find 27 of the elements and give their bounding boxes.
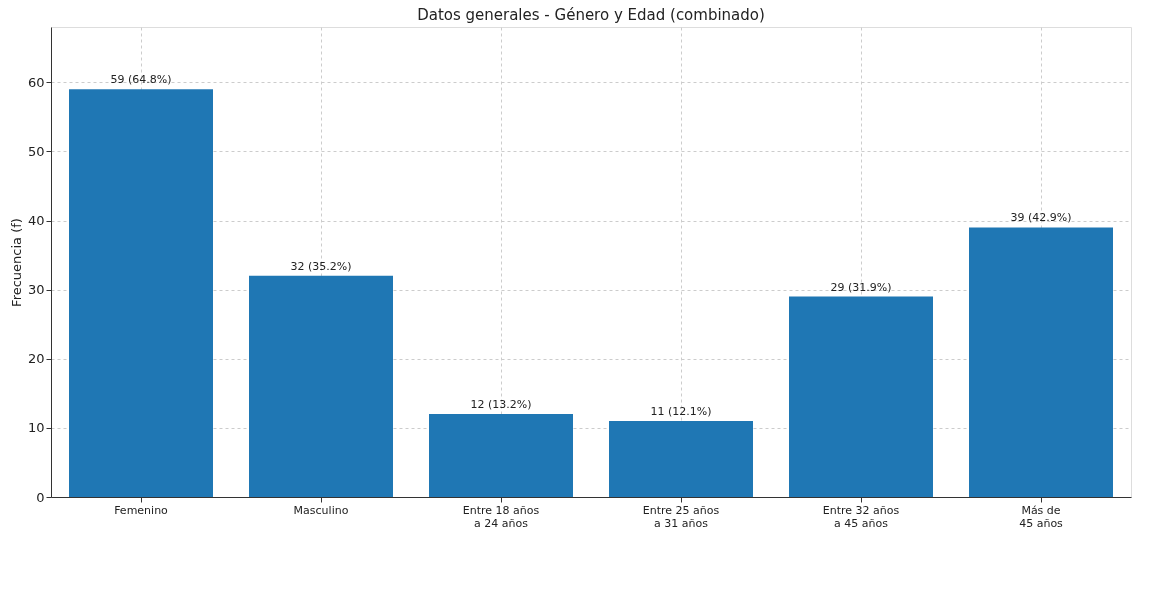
data-label: 32 (35.2%): [290, 259, 352, 273]
y-tick-label: 30: [27, 282, 45, 298]
x-tick-label: Entre 25 años a 31 años: [642, 503, 720, 530]
x-tick-label: Entre 18 años a 24 años: [462, 503, 540, 530]
x-tick-label: Más de 45 años: [1019, 503, 1064, 530]
bar: [609, 420, 753, 497]
bar: [69, 89, 213, 497]
data-label: 29 (31.9%): [830, 280, 892, 294]
y-tick-label: 50: [27, 143, 45, 159]
y-tick-label: 60: [27, 74, 45, 90]
y-tick-label: 0: [36, 489, 45, 505]
bar: [429, 414, 573, 497]
y-tick-label: 40: [27, 213, 45, 229]
bar: [789, 296, 933, 497]
y-axis-title: Frecuencia (f): [8, 218, 24, 307]
bar: [249, 275, 393, 497]
data-label: 39 (42.9%): [1010, 211, 1072, 225]
x-tick-label: Masculino: [293, 503, 349, 517]
data-label: 11 (12.1%): [650, 404, 712, 418]
data-label: 12 (13.2%): [470, 398, 532, 412]
y-tick-label: 20: [27, 351, 45, 367]
bar: [969, 227, 1113, 497]
y-tick-label: 10: [27, 420, 45, 436]
x-tick-label: Femenino: [114, 503, 169, 517]
data-label: 59 (64.8%): [110, 73, 172, 87]
x-tick-label: Entre 32 años a 45 años: [822, 503, 900, 530]
chart-title: Datos generales - Género y Edad (combinado): [417, 6, 765, 24]
